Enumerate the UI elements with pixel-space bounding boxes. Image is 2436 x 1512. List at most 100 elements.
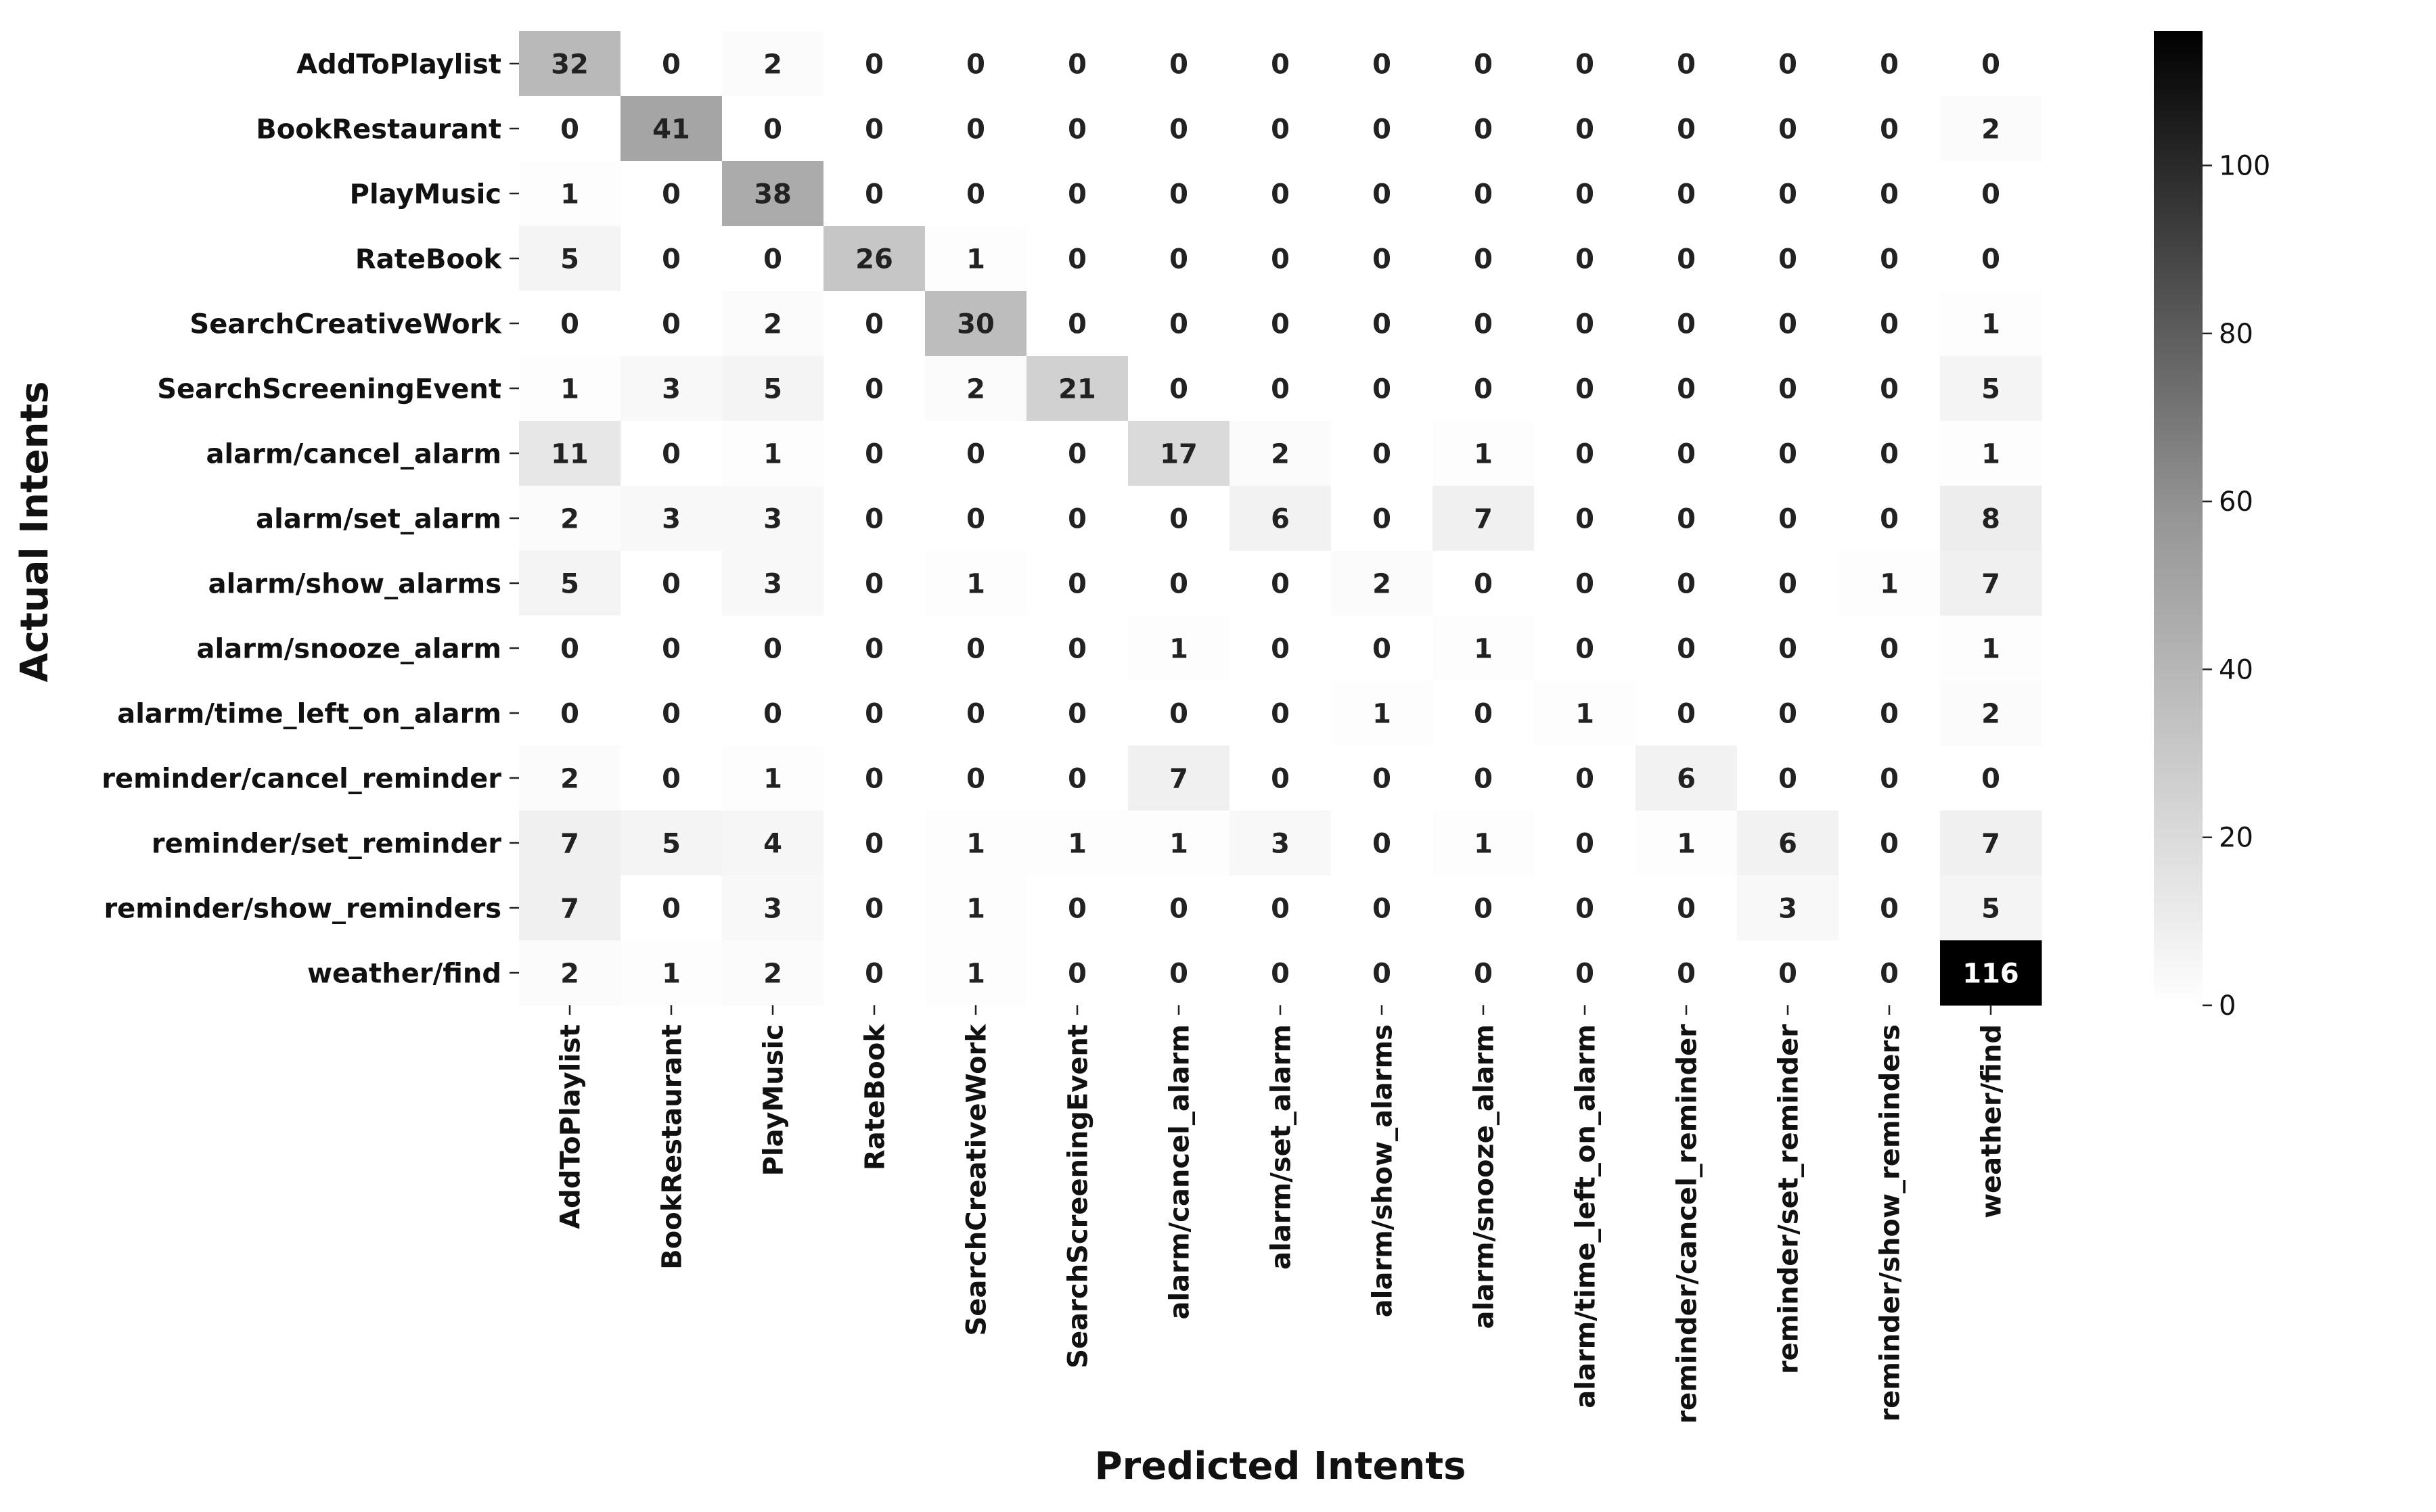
heatmap-cell (1433, 96, 1535, 162)
cell-value: 0 (1372, 438, 1391, 469)
heatmap-cell (824, 291, 926, 357)
cell-value: 5 (560, 244, 579, 275)
cell-value: 0 (1575, 503, 1594, 534)
cell-value: 0 (763, 633, 782, 664)
heatmap-cell (1128, 810, 1230, 876)
cell-value: 0 (662, 308, 681, 340)
cell-value: 0 (1474, 373, 1493, 405)
heatmap-cell (1839, 356, 1941, 421)
y-tick-label: RateBook (355, 244, 502, 275)
heatmap-cell (1839, 875, 1941, 941)
heatmap-cell (519, 291, 621, 357)
cell-value: 1 (560, 373, 579, 405)
cell-value: 0 (662, 633, 681, 664)
heatmap-cell (1433, 291, 1535, 357)
colorbar (2154, 31, 2203, 1005)
x-tick-label: alarm/set_alarm (1265, 1024, 1296, 1270)
cell-value: 4 (763, 828, 782, 859)
heatmap-cell (722, 161, 824, 227)
cell-annotations: 32 0 2 0 0 0 0 0 0 0 0 0 0 0 00 41 0 0 0 0 0 0 0 0 0 0 0 0 21 0 38 0 0 0 0… (551, 49, 2019, 989)
cell-value: 0 (763, 114, 782, 145)
cell-value: 0 (1575, 893, 1594, 924)
cell-value: 0 (1778, 958, 1797, 989)
heatmap-cell (1940, 291, 2042, 357)
heatmap-cell (1737, 810, 1839, 876)
cell-value: 0 (560, 698, 579, 729)
heatmap-cell (1940, 161, 2042, 227)
heatmap-cell (1940, 421, 2042, 486)
heatmap-cell (925, 291, 1027, 357)
heatmap-cell (1839, 226, 1941, 292)
x-tick-label: BookRestaurant (656, 1024, 687, 1270)
cell-value: 0 (1271, 49, 1290, 80)
heatmap-cell (824, 551, 926, 616)
cell-value: 2 (560, 503, 579, 534)
cell-value: 1 (1372, 698, 1391, 729)
cell-value: 0 (1575, 438, 1594, 469)
cell-value: 0 (1575, 49, 1594, 80)
cell-value: 0 (1677, 114, 1696, 145)
heatmap-cell (1331, 356, 1433, 421)
cell-value: 0 (1474, 958, 1493, 989)
cell-value: 0 (1474, 698, 1493, 729)
heatmap-cell (1636, 810, 1738, 876)
x-tick-label: RateBook (859, 1024, 890, 1170)
cell-value: 6 (1677, 763, 1696, 794)
heatmap-cell (1230, 616, 1332, 681)
heatmap-cell (925, 421, 1027, 486)
heatmap-cell (1128, 746, 1230, 811)
heatmap-cell (1128, 616, 1230, 681)
heatmap-cell (1839, 96, 1941, 162)
x-tick-label: alarm/time_left_on_alarm (1570, 1024, 1601, 1408)
cell-value: 0 (1068, 308, 1087, 340)
heatmap-cell (1433, 810, 1535, 876)
heatmap-cell (925, 226, 1027, 292)
heatmap-cell (1128, 875, 1230, 941)
cell-value: 0 (1372, 763, 1391, 794)
cell-value: 0 (1271, 698, 1290, 729)
heatmap-cell (1839, 616, 1941, 681)
cell-value: 0 (865, 893, 884, 924)
cell-value: 0 (1575, 244, 1594, 275)
cell-value: 7 (1169, 763, 1188, 794)
heatmap-cell (1940, 96, 2042, 162)
cell-value: 0 (1271, 373, 1290, 405)
heatmap-cell (925, 746, 1027, 811)
heatmap-cell (1027, 940, 1129, 1006)
heatmap-cell (1128, 681, 1230, 746)
heatmap-cell (1433, 486, 1535, 551)
cell-value: 0 (865, 633, 884, 664)
heatmap-cell (925, 486, 1027, 551)
cell-value: 0 (763, 698, 782, 729)
heatmap-cell (1331, 810, 1433, 876)
cell-value: 0 (1677, 179, 1696, 210)
cell-value: 0 (1372, 828, 1391, 859)
heatmap-cell (1128, 486, 1230, 551)
heatmap-cell (722, 356, 824, 421)
heatmap-cell (1636, 551, 1738, 616)
heatmap-cell (1737, 96, 1839, 162)
y-tick-label: reminder/show_reminders (104, 893, 501, 924)
heatmap-cell (824, 421, 926, 486)
heatmap-cell (1534, 291, 1636, 357)
cell-value: 0 (865, 179, 884, 210)
heatmap-cell (1027, 421, 1129, 486)
cell-value: 0 (1169, 308, 1188, 340)
cell-value: 1 (560, 179, 579, 210)
heatmap-cell (519, 31, 621, 97)
heatmap-cell (519, 96, 621, 162)
cell-value: 0 (1372, 179, 1391, 210)
heatmap-cell (1433, 226, 1535, 292)
heatmap-cell (1839, 291, 1941, 357)
heatmap-cell (1027, 616, 1129, 681)
heatmap-cell (722, 810, 824, 876)
cell-value: 0 (865, 828, 884, 859)
cell-value: 0 (662, 763, 681, 794)
heatmap-cell (722, 226, 824, 292)
colorbar-tick-label: 0 (2219, 990, 2236, 1022)
cell-value: 0 (1068, 49, 1087, 80)
heatmap-cell (1737, 226, 1839, 292)
heatmap-cell (722, 486, 824, 551)
y-tick-label: reminder/cancel_reminder (102, 763, 501, 794)
heatmap-cell (1027, 31, 1129, 97)
